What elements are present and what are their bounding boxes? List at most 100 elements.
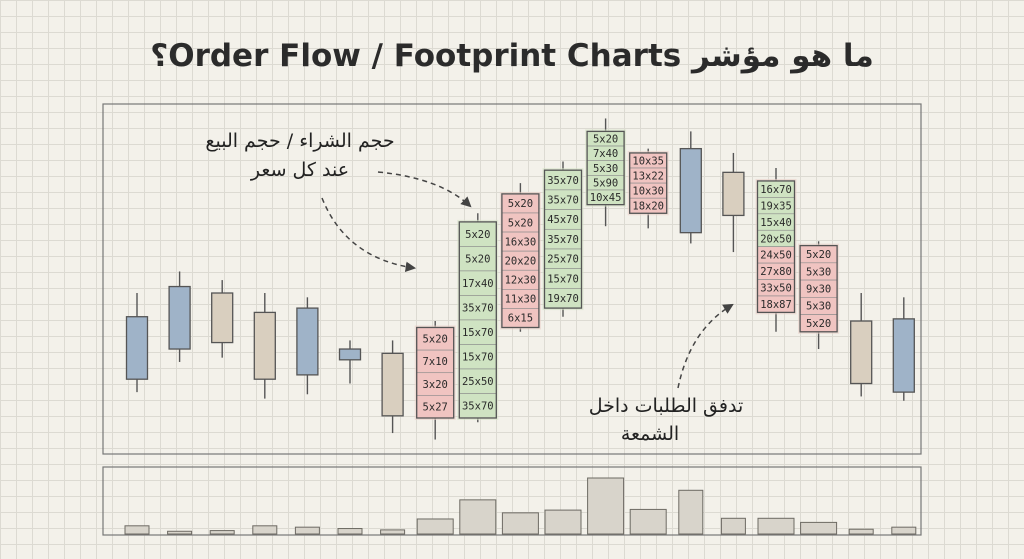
candle-19	[892, 297, 915, 401]
footprint-cell-label: 19x35	[760, 200, 792, 212]
volume-bar-2	[167, 530, 193, 535]
footprint-cell-label: 9x30	[806, 283, 831, 295]
candle-6	[338, 340, 362, 384]
candle-2	[168, 271, 191, 362]
footprint-cell-label: 5x30	[806, 301, 831, 313]
candle-9: 5x20 5x20 17x40 35x70 15x70 15x70 25x50 35x70	[457, 213, 499, 423]
candle-body	[722, 171, 745, 217]
footprint-cell-label: 16x30	[505, 236, 537, 248]
candle-outline	[586, 130, 625, 206]
footprint-cell-label: 35x70	[547, 175, 579, 187]
candle-outline	[799, 244, 838, 333]
volume-bar-15	[720, 517, 746, 535]
volume-bar-16	[757, 517, 795, 535]
footprint-cell-label: 5x27	[423, 401, 448, 413]
footprint-cell	[458, 319, 497, 345]
volume-bar-8	[416, 518, 454, 535]
volume-bar-3	[209, 530, 235, 535]
footprint-cell-label: 15x70	[462, 327, 494, 339]
candle-18	[850, 293, 873, 397]
candle-17: 5x20 5x30 9x30 5x30 5x20	[798, 241, 840, 350]
volume-bar-12	[587, 477, 625, 535]
candle-4	[253, 293, 276, 399]
footprint-cell-label: 7x10	[423, 356, 448, 368]
footprint-cell-label: 24x50	[760, 250, 792, 262]
footprint-cell-label: 35x70	[547, 234, 579, 246]
footprint-cell-label: 10x45	[590, 192, 622, 204]
footprint-cell-label: 11x30	[505, 294, 537, 306]
candle-body	[850, 320, 873, 385]
order-flow-label-line2: الشمعة	[621, 423, 679, 445]
candle-outline	[543, 169, 583, 309]
candles-layer: 5x20 7x10 3x20 5x27 5x20 5x20 17x40 35x70 15x70 1…	[125, 118, 915, 440]
volume-bar-14	[678, 489, 704, 535]
candle-15	[722, 152, 745, 253]
candle-outline	[629, 152, 668, 214]
footprint-cell-label: 15x40	[760, 217, 792, 229]
candle-5	[296, 297, 319, 395]
volume-bar-9	[459, 499, 497, 535]
footprint-cell-label: 5x30	[593, 163, 618, 175]
footprint-cell-label: 25x50	[462, 376, 494, 388]
footprint-cell-label: 20x50	[760, 233, 792, 245]
candle-11: 35x70 35x70 45x70 35x70 25x70 15x70 19x70	[542, 161, 584, 317]
footprint-cell	[458, 221, 497, 247]
candle-outline	[416, 326, 455, 419]
footprint-cell-label: 5x90	[593, 177, 618, 189]
candle-1	[125, 293, 149, 393]
footprint-cell-label: 7x40	[593, 148, 618, 160]
order-flow-label-line1: تدفق الطلبات داخل	[589, 395, 744, 417]
candle-body	[892, 318, 915, 393]
footprint-cell-label: 35x70	[547, 195, 579, 207]
candle-7	[381, 340, 404, 434]
arrow-to-footprint-upper	[377, 171, 472, 208]
footprint-cell-label: 5x20	[806, 249, 831, 261]
arrow-to-footprint-right	[677, 303, 734, 389]
candle-outline	[756, 180, 796, 314]
volume-bar-17	[800, 521, 838, 535]
candle-16: 16x70 19x35 15x40 20x50 24x50 27x80 33x50 18x87	[755, 168, 797, 332]
footprint-cell-label: 6x15	[508, 313, 533, 325]
candle-body	[211, 292, 234, 344]
footprint-cell-label: 10x35	[632, 155, 664, 167]
footprint-cell-label: 10x30	[632, 185, 664, 197]
footprint-cell-label: 5x20	[465, 229, 490, 241]
footprint-cell-label: 35x70	[462, 401, 494, 413]
volume-bar-11	[544, 509, 582, 535]
candle-body	[125, 316, 149, 380]
volume-bar-7	[380, 529, 406, 535]
candle-13: 10x35 13x22 10x30 18x20	[627, 148, 669, 229]
candle-8: 5x20 7x10 3x20 5x27	[414, 321, 456, 440]
candle-outline	[458, 221, 497, 419]
footprint-cell-label: 5x20	[508, 198, 533, 210]
footprint-cell-label: 45x70	[547, 214, 579, 226]
footprint-cell-label: 27x80	[760, 266, 792, 278]
footprint-cell-label: 25x70	[547, 254, 579, 266]
bid-ask-label-line1: حجم الشراء / حجم البيع	[205, 130, 394, 152]
footprint-cell-label: 19x70	[547, 293, 579, 305]
footprint-cell-label: 3x20	[423, 379, 448, 391]
footprint-cell-label: 12x30	[505, 275, 537, 287]
volume-bar-6	[337, 528, 363, 535]
volume-layer	[124, 477, 917, 535]
candle-body	[168, 285, 191, 350]
candle-outline	[501, 193, 540, 329]
footprint-cell-label: 5x20	[508, 217, 533, 229]
footprint-cell-label: 5x20	[593, 134, 618, 146]
volume-bar-18	[848, 528, 874, 535]
candle-body	[338, 348, 362, 361]
page-title: ما هو مؤشر Order Flow / Footprint Charts…	[150, 38, 874, 74]
candle-body	[381, 352, 404, 417]
candle-3	[211, 280, 234, 358]
volume-panel	[102, 466, 922, 536]
footprint-cell	[458, 270, 497, 296]
volume-bar-19	[891, 526, 917, 535]
footprint-cell-label: 18x87	[760, 299, 792, 311]
footprint-cell-label: 15x70	[547, 273, 579, 285]
footprint-cell-label: 5x20	[806, 318, 831, 330]
footprint-cell-label: 16x70	[760, 184, 792, 196]
candle-body	[679, 147, 702, 234]
volume-bar-5	[294, 526, 320, 535]
candle-10: 5x20 5x20 16x30 20x20 12x30 11x30 6x15	[499, 183, 541, 332]
